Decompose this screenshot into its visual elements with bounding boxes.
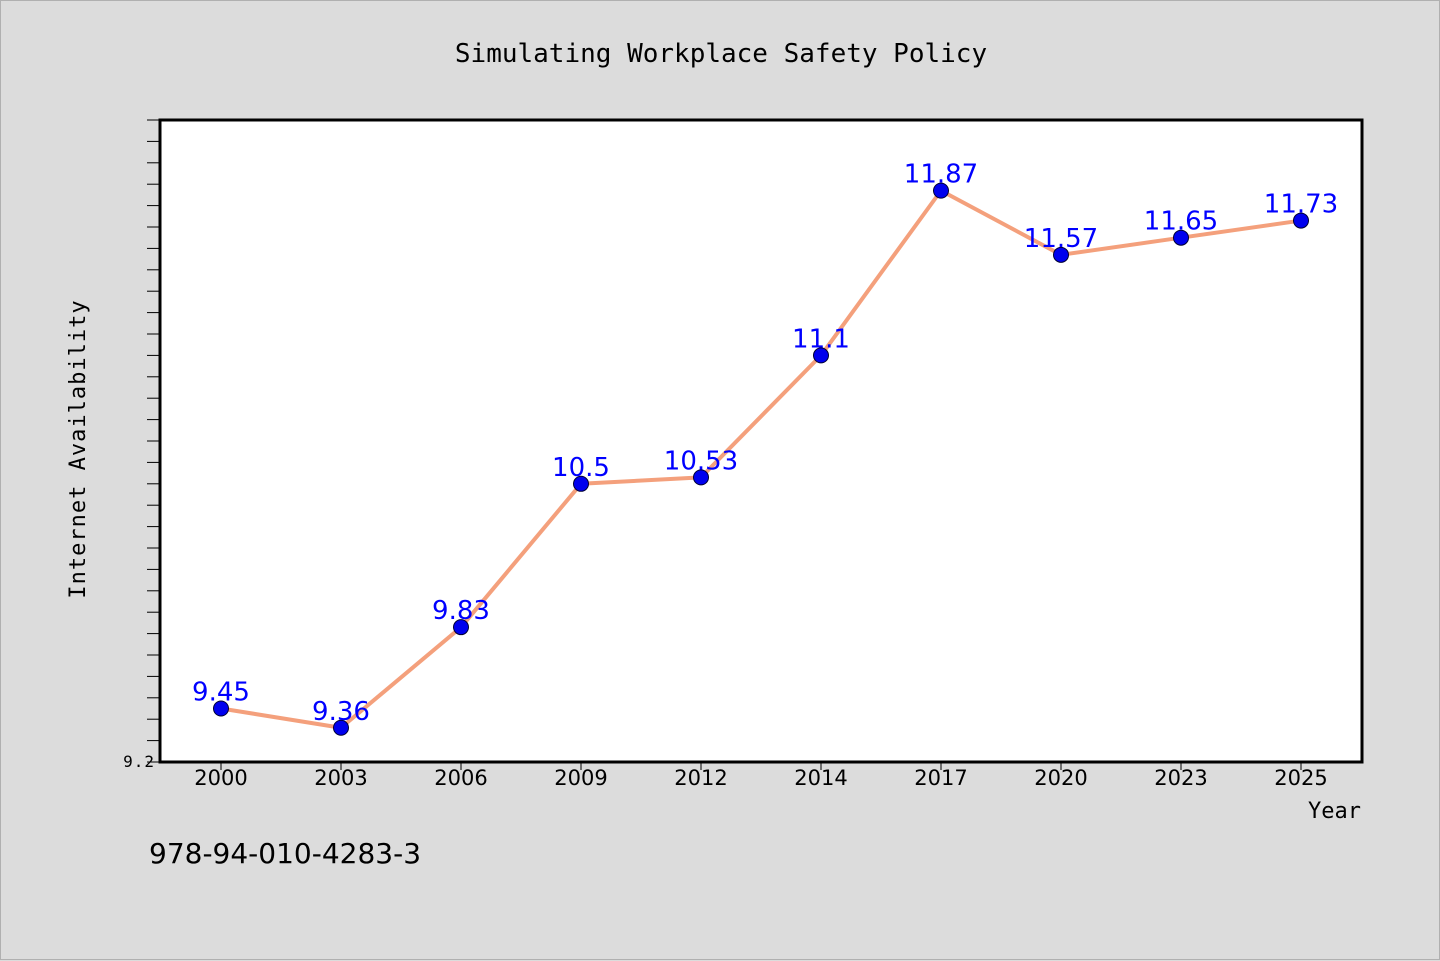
data-point	[813, 347, 829, 364]
data-point	[1053, 246, 1069, 263]
x-tick-label: 2023	[1154, 766, 1207, 790]
x-tick-label: 2000	[194, 766, 247, 790]
data-label: 11.73	[1264, 190, 1338, 220]
series-line	[220, 188, 1302, 730]
x-tick-label: 2003	[314, 766, 367, 790]
x-axis-ticks: 2000 2003 2006 2009 2012 2014 2017 2020 2023 2025	[194, 762, 1328, 790]
data-labels: 9.45 9.36 9.83 10.5 10.53 11.1 11.87 11.57 11.65…	[192, 160, 1338, 727]
data-label: 9.45	[192, 678, 250, 708]
y-axis-label: Internet Availability	[66, 299, 91, 598]
data-point	[333, 719, 349, 736]
x-tick-label: 2009	[554, 766, 607, 790]
data-point	[1173, 229, 1189, 246]
data-label: 10.53	[664, 446, 738, 476]
x-tick-label: 2017	[914, 766, 967, 790]
data-point	[933, 182, 949, 199]
data-point	[1293, 212, 1309, 229]
data-point	[453, 619, 469, 636]
data-point	[573, 475, 589, 492]
data-label: 10.5	[552, 453, 610, 483]
x-tick-label: 2025	[1274, 766, 1327, 790]
y-axis-ticks: 9.2	[123, 119, 160, 771]
x-axis-label: Year	[1308, 799, 1361, 824]
data-label: 11.87	[904, 160, 978, 190]
chart-title: Simulating Workplace Safety Policy	[455, 39, 987, 69]
data-label: 11.57	[1024, 224, 1098, 254]
data-point	[693, 469, 709, 486]
y-tick-label: 9.2	[123, 752, 155, 771]
footer-id-text: 978-94-010-4283-3	[149, 837, 421, 870]
data-point	[213, 700, 229, 717]
x-tick-label: 2014	[794, 766, 847, 790]
plot-area	[158, 118, 1364, 764]
data-label: 9.36	[312, 697, 370, 727]
x-tick-label: 2020	[1034, 766, 1087, 790]
x-tick-label: 2012	[674, 766, 727, 790]
data-label: 9.83	[432, 596, 490, 626]
data-label: 11.65	[1144, 207, 1218, 237]
data-label: 11.1	[792, 324, 850, 354]
x-tick-label: 2006	[434, 766, 487, 790]
data-points	[213, 182, 1309, 736]
